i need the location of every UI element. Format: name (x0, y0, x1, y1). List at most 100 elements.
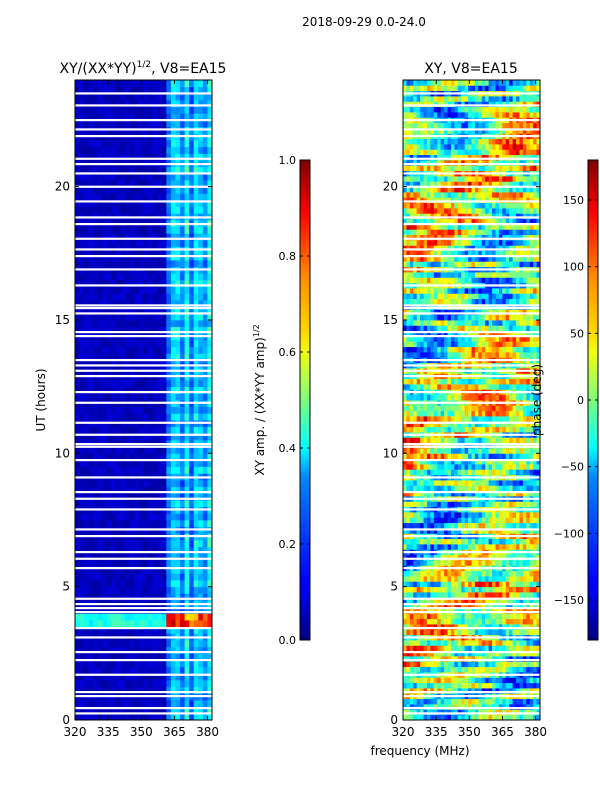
amplitude-cell (170, 206, 176, 214)
amplitude-cell (161, 100, 167, 108)
amplitude-cell (138, 320, 144, 328)
phase-cell (516, 560, 520, 566)
amplitude-cell (143, 260, 149, 268)
amplitude-cell (161, 286, 167, 294)
amplitude-cell (134, 546, 140, 554)
phase-cell (464, 581, 469, 588)
phase-cell (533, 624, 537, 630)
phase-cell (492, 650, 496, 657)
phase-cell (474, 613, 479, 620)
phase-cell (522, 512, 527, 518)
amplitude-cell (134, 93, 140, 101)
amplitude-cell (180, 406, 185, 414)
amplitude-cell (157, 520, 163, 528)
amplitude-cell (193, 226, 199, 234)
amplitude-cell (129, 320, 135, 328)
phase-cell (406, 704, 411, 710)
amplitude-cell (111, 666, 117, 674)
amplitude-cell (116, 393, 122, 401)
phase-cell (461, 602, 466, 609)
phase-cell (409, 656, 414, 662)
phase-cell (447, 645, 452, 652)
amplitude-cell (102, 340, 108, 348)
amplitude-cell (175, 413, 181, 421)
phase-cell (454, 698, 459, 705)
amplitude-cell (134, 486, 140, 494)
phase-cell (488, 560, 493, 566)
phase-cell (502, 453, 507, 460)
amplitude-cell (175, 573, 181, 581)
amplitude-cell (193, 113, 199, 121)
amplitude-cell (189, 260, 195, 268)
amplitude-cell (202, 566, 208, 574)
phase-cell (492, 554, 496, 561)
phase-cell (430, 704, 435, 710)
amplitude-cell (138, 346, 144, 354)
data-gap-row (75, 200, 212, 203)
amplitude-cell (111, 493, 117, 501)
amplitude-cell (111, 86, 117, 94)
phase-cell (471, 656, 476, 662)
phase-cell (498, 645, 503, 652)
amplitude-cell (157, 240, 163, 248)
phase-cell (430, 544, 435, 550)
amplitude-cell (166, 233, 172, 241)
phase-cell (471, 469, 476, 476)
amplitude-cell (207, 666, 213, 674)
phase-cell (474, 640, 479, 646)
amplitude-cell (125, 200, 131, 208)
amplitude-cell (116, 240, 122, 248)
phase-cell (426, 544, 431, 550)
amplitude-cell (125, 153, 131, 161)
amplitude-cell (148, 80, 154, 88)
phase-cell (461, 592, 466, 598)
amplitude-cell (184, 186, 190, 194)
amplitude-cell (161, 346, 167, 354)
amplitude-cell (88, 553, 94, 561)
amplitude-cell (129, 673, 135, 681)
phase-cell (461, 576, 466, 582)
phase-cell (464, 501, 469, 508)
phase-cell (468, 597, 472, 604)
phase-cell (505, 560, 510, 566)
amplitude-cell (134, 706, 140, 714)
amplitude-cell (175, 613, 181, 621)
phase-cell (409, 480, 414, 486)
amplitude-cell (84, 286, 90, 294)
amplitude-cell (88, 140, 94, 148)
phase-cell (433, 597, 438, 604)
phase-cell (529, 570, 534, 577)
data-gap-row (75, 307, 212, 310)
phase-cell (406, 544, 411, 550)
amplitude-cell (180, 206, 185, 214)
amplitude-cell (97, 193, 103, 201)
amplitude-cell (134, 346, 140, 354)
amplitude-cell (180, 620, 185, 628)
phase-cell (426, 650, 431, 657)
phase-cell (416, 677, 421, 684)
phase-cell (468, 688, 472, 694)
amplitude-cell (88, 380, 94, 388)
amplitude-cell (157, 280, 163, 288)
amplitude-cell (152, 326, 158, 334)
phase-cell (478, 709, 483, 716)
phase-cell (430, 629, 435, 636)
data-gap-row (75, 364, 212, 367)
amplitude-cell (148, 86, 154, 94)
phase-cell (519, 608, 524, 614)
phase-cell (413, 458, 418, 465)
amplitude-cell (129, 426, 135, 434)
phase-cell (464, 586, 469, 593)
amplitude-cell (134, 120, 140, 128)
amplitude-cell (202, 273, 208, 281)
amplitude-cell (93, 180, 99, 188)
amplitude-cell (202, 113, 208, 121)
phase-cell (502, 714, 507, 721)
amplitude-cell (175, 433, 181, 441)
phase-cell (536, 704, 541, 710)
phase-cell (509, 597, 514, 604)
phase-cell (526, 624, 531, 630)
phase-cell (447, 629, 452, 636)
amplitude-cell (198, 186, 204, 194)
phase-cell (437, 522, 442, 529)
